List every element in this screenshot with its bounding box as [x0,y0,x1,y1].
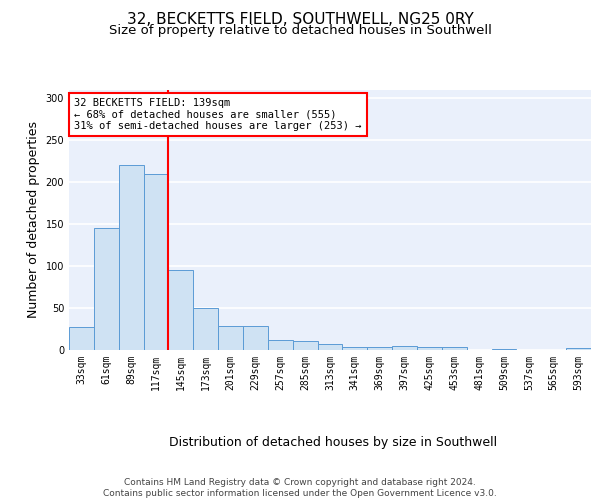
Bar [392,346,417,350]
Bar [268,340,293,350]
Bar [193,308,218,350]
Text: Size of property relative to detached houses in Southwell: Size of property relative to detached ho… [109,24,491,37]
Text: 32 BECKETTS FIELD: 139sqm
← 68% of detached houses are smaller (555)
31% of semi: 32 BECKETTS FIELD: 139sqm ← 68% of detac… [74,98,362,131]
Bar [143,174,169,350]
Bar [367,346,392,350]
Y-axis label: Number of detached properties: Number of detached properties [27,122,40,318]
Bar [491,349,517,350]
Bar [566,348,591,350]
Bar [442,348,467,350]
Bar [169,270,193,350]
Bar [94,228,119,350]
Bar [317,344,343,350]
Bar [69,326,94,350]
Bar [293,341,317,350]
Bar [417,346,442,350]
Text: Distribution of detached houses by size in Southwell: Distribution of detached houses by size … [169,436,497,449]
Text: Contains HM Land Registry data © Crown copyright and database right 2024.
Contai: Contains HM Land Registry data © Crown c… [103,478,497,498]
Bar [243,326,268,350]
Text: 32, BECKETTS FIELD, SOUTHWELL, NG25 0RY: 32, BECKETTS FIELD, SOUTHWELL, NG25 0RY [127,12,473,28]
Bar [343,346,367,350]
Bar [119,164,143,350]
Bar [218,326,243,350]
